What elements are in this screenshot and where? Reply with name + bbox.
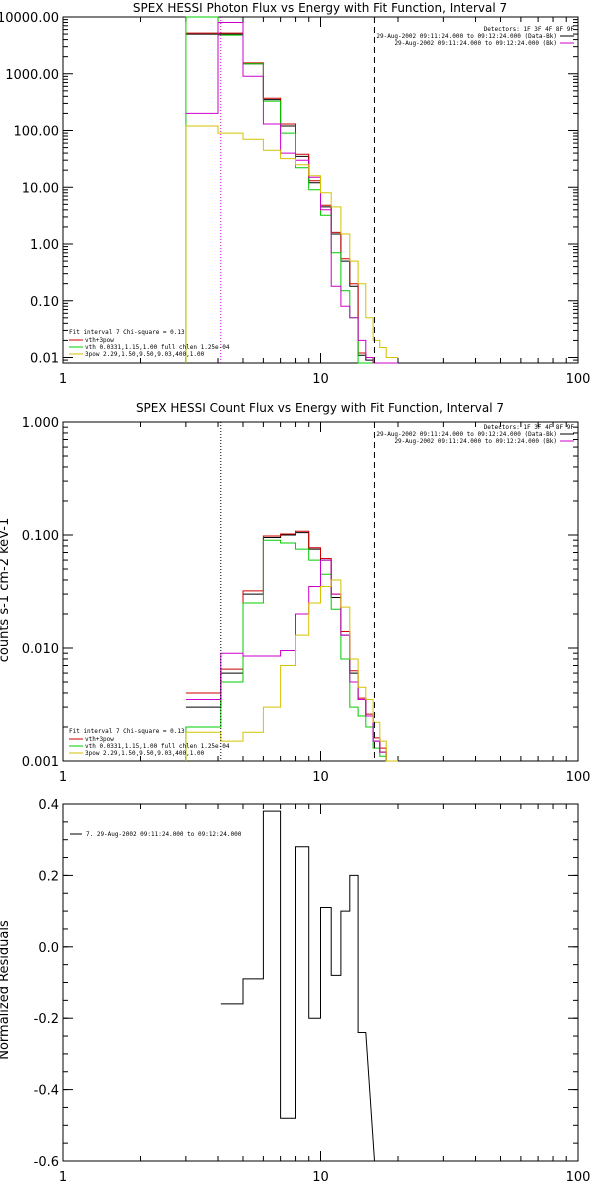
y-tick-label: 0.0 (38, 941, 59, 956)
y-tick-label: 0.100 (22, 529, 59, 544)
panel-residuals: Normalized Residuals 1 10 100 -0.6 -0.4 -0.2 0… (0, 798, 590, 1185)
count-legend-series-3: 3pow 2.29,1.50,9.50,9.03,400,1.00 (85, 750, 205, 757)
photon-legend-series-2: vth 0.0331,1.15,1.00 full chlen 1.25e-04 (85, 344, 230, 351)
photon-legend-series-1: vth+3pow (85, 337, 114, 344)
panel-count-grid: 1 10 100 0.001 0.010 0.100 1.000 (22, 416, 591, 785)
count-legend-series-1: vth+3pow (85, 736, 114, 743)
y-tick-label: 0.001 (22, 755, 59, 770)
y-tick-label: 1.000 (22, 416, 59, 431)
series-yellow-step (185, 125, 398, 363)
y-tick-label: -0.4 (34, 1084, 59, 1099)
photon-legend-series-3: 3pow 2.29,1.50,9.50,9.03,400,1.00 (85, 351, 205, 358)
panel-count-title: SPEX HESSI Count Flux vs Energy with Fit… (136, 401, 504, 415)
residuals-legend-label: 7. 29-Aug-2002 09:11:24.000 to 09:12:24.… (86, 831, 242, 838)
x-tick-label: 100 (566, 372, 591, 387)
photon-legend-fit: Fit interval 7 Chi-square = 0.13 (69, 329, 185, 336)
count-detectors-label: Detectors: 1F 3F 4F 8F 9F (484, 424, 575, 431)
series-yellow-step (185, 579, 398, 762)
panel-count-vlines (220, 422, 375, 761)
panel-photon-series (185, 16, 398, 364)
y-tick-label: -0.6 (34, 1155, 59, 1170)
count-legend-fit: Fit interval 7 Chi-square = 0.13 (69, 728, 185, 735)
panel-count-flux: SPEX HESSI Count Flux vs Energy with Fit… (0, 401, 590, 785)
y-tick-label: 10.00 (22, 181, 59, 196)
x-tick-label: 1 (59, 770, 67, 785)
photon-detectors-label: Detectors: 1F 3F 4F 8F 9F (484, 26, 575, 33)
y-tick-label: -0.2 (34, 1012, 59, 1027)
x-tick-label: 1 (59, 372, 67, 387)
series-magenta-step (185, 22, 398, 364)
y-tick-label: 0.10 (30, 295, 59, 310)
count-bk-interval-label: 29-Aug-2002 09:11:24.000 to 09:12:24.000… (394, 438, 557, 445)
x-tick-label: 10 (312, 1170, 329, 1185)
panel-residuals-series (220, 810, 375, 1162)
y-tick-label: 0.01 (30, 352, 59, 367)
y-tick-label: 1.00 (30, 238, 59, 253)
count-legend-series-2: vth 0.0331,1.15,1.00 full chlen 1.25e-04 (85, 743, 230, 750)
y-tick-label: 0.4 (38, 798, 59, 813)
panel-residuals-grid: 1 10 100 -0.6 -0.4 -0.2 0.0 0.2 0.4 (34, 798, 591, 1185)
panel-count-series (185, 530, 398, 762)
photon-data-interval-label: 29-Aug-2002 09:11:24.000 to 09:12:24.000… (376, 33, 557, 40)
panel-photon-vlines (220, 17, 375, 363)
count-data-interval-label: 29-Aug-2002 09:11:24.000 to 09:12:24.000… (376, 431, 557, 438)
y-tick-label: 0.2 (38, 869, 59, 884)
panel-count-ylabel: counts s-1 cm-2 keV-1 (0, 518, 12, 663)
y-tick-label: 0.010 (22, 642, 59, 657)
series-magenta-step (185, 559, 398, 762)
photon-bk-interval-label: 29-Aug-2002 09:11:24.000 to 09:12:24.000… (394, 40, 557, 47)
y-tick-label: 10000.00 (0, 11, 59, 26)
x-tick-label: 1 (59, 1170, 67, 1185)
x-tick-label: 100 (566, 1170, 591, 1185)
x-tick-label: 10 (312, 770, 329, 785)
panel-residuals-ylabel: Normalized Residuals (0, 920, 12, 1060)
panel-photon-title: SPEX HESSI Photon Flux vs Energy with Fi… (133, 1, 507, 15)
panel-photon-grid: 1 10 100 0.01 0.10 1.00 10.00 100.00 1000.00 1000… (0, 11, 590, 387)
x-tick-label: 10 (312, 372, 329, 387)
panel-photon-flux: SPEX HESSI Photon Flux vs Energy with Fi… (0, 1, 590, 387)
series-black-step (220, 810, 375, 1162)
x-tick-label: 100 (566, 770, 591, 785)
y-tick-label: 100.00 (14, 125, 60, 140)
y-tick-label: 1000.00 (5, 68, 59, 83)
